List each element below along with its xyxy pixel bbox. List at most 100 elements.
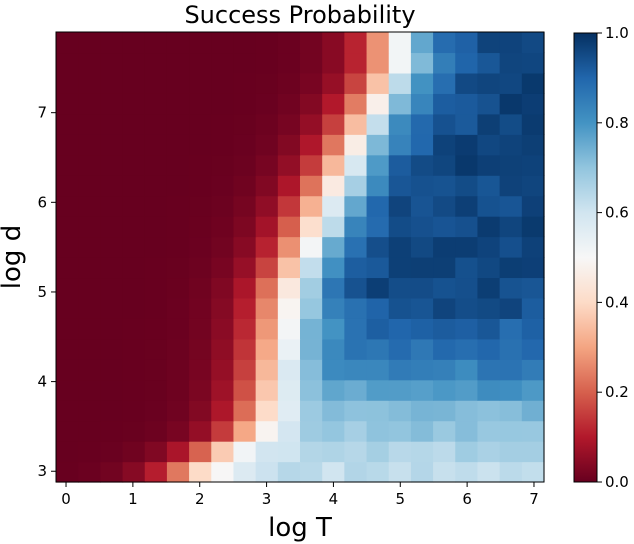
heatmap-cell [366, 154, 390, 176]
heatmap-cell [388, 236, 412, 258]
x-tick-label: 7 [529, 490, 539, 508]
heatmap-cell [521, 175, 545, 197]
heatmap-cell [499, 52, 523, 74]
heatmap-cell [499, 154, 523, 176]
heatmap-cell [144, 338, 168, 360]
heatmap-cell [388, 338, 412, 360]
heatmap-cell [455, 195, 479, 217]
heatmap-cell [122, 461, 146, 483]
heatmap-cell [166, 420, 190, 442]
heatmap-cell [410, 277, 434, 299]
heatmap-cell [521, 113, 545, 135]
heatmap-cell [211, 257, 235, 279]
heatmap-cell [388, 134, 412, 156]
heatmap-cell [233, 420, 257, 442]
heatmap-cell [255, 134, 279, 156]
heatmap-cell [189, 338, 212, 360]
heatmap-cell [455, 154, 479, 176]
heatmap-cell [56, 32, 79, 54]
heatmap-cell [277, 400, 301, 422]
heatmap-cell [166, 216, 190, 238]
heatmap-cell [56, 134, 79, 156]
heatmap-cell [56, 277, 79, 299]
heatmap-cell [100, 113, 124, 135]
heatmap-cell [122, 318, 146, 340]
heatmap-cell [477, 72, 501, 94]
heatmap-cell [233, 359, 257, 381]
heatmap-cell [78, 72, 101, 94]
heatmap-cell [410, 216, 434, 238]
heatmap-cell [233, 134, 257, 156]
heatmap-cell [122, 400, 146, 422]
heatmap-cell [410, 175, 434, 197]
heatmap-cell [499, 297, 523, 319]
heatmap-cell [166, 277, 190, 299]
heatmap-cell [233, 441, 257, 463]
heatmap-cell [366, 318, 390, 340]
heatmap-cell [78, 154, 101, 176]
heatmap-cell [322, 318, 345, 340]
heatmap-cell [122, 236, 146, 258]
heatmap-cell [78, 318, 101, 340]
heatmap-cell [344, 257, 368, 279]
heatmap-cell [499, 420, 523, 442]
heatmap-cell [144, 461, 168, 483]
heatmap-cell [78, 113, 101, 135]
heatmap-cell [455, 216, 479, 238]
x-tick-label: 4 [329, 490, 339, 508]
heatmap-cell [433, 420, 456, 442]
heatmap-cell [499, 359, 523, 381]
heatmap-cell [100, 52, 124, 74]
heatmap-cell [433, 461, 456, 483]
heatmap-cell [78, 134, 101, 156]
heatmap-cell [277, 236, 301, 258]
heatmap-cell [433, 195, 456, 217]
heatmap-cell [455, 32, 479, 54]
heatmap-cell [322, 134, 345, 156]
heatmap-cell [499, 400, 523, 422]
heatmap-cell [455, 72, 479, 94]
heatmap-cell [166, 113, 190, 135]
heatmap-cell [322, 93, 345, 115]
heatmap-cell [144, 216, 168, 238]
heatmap-cell [277, 338, 301, 360]
heatmap-cell [322, 338, 345, 360]
heatmap-cell [100, 216, 124, 238]
heatmap-cell [344, 32, 368, 54]
heatmap-cell [455, 175, 479, 197]
heatmap-cell [433, 52, 456, 74]
heatmap-cell [144, 32, 168, 54]
heatmap-cell [277, 379, 301, 401]
heatmap-cell [255, 175, 279, 197]
heatmap-cell [233, 216, 257, 238]
heatmap-cell [521, 461, 545, 483]
heatmap-cell [300, 257, 323, 279]
heatmap-cell [344, 195, 368, 217]
heatmap-cell [144, 297, 168, 319]
chart-title: Success Probability [184, 1, 415, 29]
heatmap-cell [477, 216, 501, 238]
heatmap-cell [344, 52, 368, 74]
heatmap-cell [521, 420, 545, 442]
heatmap-cell [455, 297, 479, 319]
heatmap-cell [56, 441, 79, 463]
heatmap-cell [433, 113, 456, 135]
heatmap-cell [521, 195, 545, 217]
heatmap-cell [455, 257, 479, 279]
heatmap-cell [255, 379, 279, 401]
heatmap-cell [277, 113, 301, 135]
heatmap-cell [455, 236, 479, 258]
heatmap-cell [78, 257, 101, 279]
colorbar-tick-label: 0.6 [605, 204, 629, 222]
heatmap-cell [499, 32, 523, 54]
heatmap-cell [455, 400, 479, 422]
heatmap-cell [255, 72, 279, 94]
heatmap-cell [233, 175, 257, 197]
heatmap-cell [122, 338, 146, 360]
heatmap-cell [122, 297, 146, 319]
heatmap-cell [211, 72, 235, 94]
heatmap-cell [233, 297, 257, 319]
heatmap-cell [477, 441, 501, 463]
heatmap-cell [366, 52, 390, 74]
colorbar-tick-label: 0.8 [605, 114, 629, 132]
